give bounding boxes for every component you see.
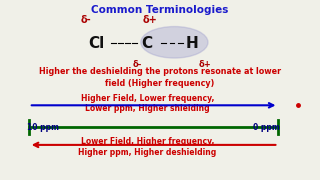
Text: Common Terminologies: Common Terminologies [91,5,229,15]
Text: Cl: Cl [88,36,104,51]
Text: 0 ppm: 0 ppm [253,123,280,132]
Text: Higher Field, Lower frequency,: Higher Field, Lower frequency, [81,94,214,103]
Text: Lower ppm, Higher shielding: Lower ppm, Higher shielding [85,104,210,113]
Text: Lower Field, Higher frequency,: Lower Field, Higher frequency, [81,137,214,146]
Text: δ+: δ+ [198,60,211,69]
Text: δ-: δ- [133,60,142,69]
Text: Higher the deshielding the protons resonate at lower: Higher the deshielding the protons reson… [39,68,281,76]
Text: δ-: δ- [81,15,92,25]
Ellipse shape [141,27,208,58]
Text: 10 ppm: 10 ppm [27,123,59,132]
Text: C: C [142,36,153,51]
Text: field (Higher frequency): field (Higher frequency) [105,79,215,88]
Text: H: H [186,36,198,51]
Text: Higher ppm, Higher deshielding: Higher ppm, Higher deshielding [78,148,216,157]
Text: δ+: δ+ [143,15,158,25]
